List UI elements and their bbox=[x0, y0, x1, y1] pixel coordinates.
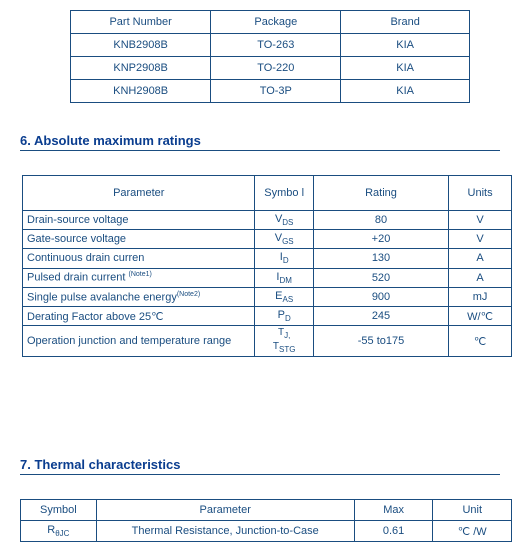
cell: ℃ /W bbox=[433, 521, 512, 542]
param-text: Pulsed drain current bbox=[27, 272, 125, 284]
cell: Pulsed drain current (Note1) bbox=[23, 268, 255, 287]
cell: KIA bbox=[341, 34, 470, 57]
col-header: Part Number bbox=[71, 11, 211, 34]
table-row: KNB2908B TO-263 KIA bbox=[71, 34, 470, 57]
table-row: KNP2908B TO-220 KIA bbox=[71, 57, 470, 80]
table-row: Pulsed drain current (Note1) IDM 520 A bbox=[23, 268, 512, 287]
cell: 130 bbox=[313, 249, 448, 268]
sym-sub: D bbox=[285, 314, 291, 323]
cell: 245 bbox=[313, 306, 448, 325]
cell: EAS bbox=[255, 287, 313, 306]
cell: +20 bbox=[313, 230, 448, 249]
cell: A bbox=[449, 249, 512, 268]
section-number: 7. bbox=[20, 457, 31, 472]
table-row: Operation junction and temperature range… bbox=[23, 326, 512, 357]
cell: KNP2908B bbox=[71, 57, 211, 80]
sym-sub: AS bbox=[283, 295, 294, 304]
cell: Derating Factor above 25℃ bbox=[23, 306, 255, 325]
table-row: Drain-source voltage VDS 80 V bbox=[23, 211, 512, 230]
cell: KIA bbox=[341, 80, 470, 103]
table-row: Continuous drain curren ID 130 A bbox=[23, 249, 512, 268]
col-header: Max bbox=[354, 500, 433, 521]
col-header: Package bbox=[211, 11, 341, 34]
sym-sub: DM bbox=[279, 276, 291, 285]
cell: Drain-source voltage bbox=[23, 211, 255, 230]
cell: A bbox=[449, 268, 512, 287]
table-row: Single pulse avalanche energy(Note2) EAS… bbox=[23, 287, 512, 306]
cell: TJ, TSTG bbox=[255, 326, 313, 357]
cell: 0.61 bbox=[354, 521, 433, 542]
cell: mJ bbox=[449, 287, 512, 306]
table-row: Derating Factor above 25℃ PD 245 W/℃ bbox=[23, 306, 512, 325]
cell: ℃ bbox=[449, 326, 512, 357]
cell: KNB2908B bbox=[71, 34, 211, 57]
cell: -55 to175 bbox=[313, 326, 448, 357]
col-header: Brand bbox=[341, 11, 470, 34]
sym-main: V bbox=[275, 232, 282, 244]
table-row: Symbol Parameter Max Unit bbox=[21, 500, 512, 521]
cell: Continuous drain curren bbox=[23, 249, 255, 268]
section-7-heading: 7. Thermal characteristics bbox=[20, 457, 500, 475]
cell: W/℃ bbox=[449, 306, 512, 325]
param-note: (Note1) bbox=[129, 271, 152, 278]
sym-sub: J, bbox=[284, 331, 290, 340]
thermal-table: Symbol Parameter Max Unit RθJC Thermal R… bbox=[20, 499, 512, 542]
ratings-table: Parameter Symbo l Rating Units Drain-sou… bbox=[22, 175, 512, 357]
col-header: Rating bbox=[313, 176, 448, 211]
cell: TO-3P bbox=[211, 80, 341, 103]
section-6-heading: 6. Absolute maximum ratings bbox=[20, 133, 500, 151]
cell: ID bbox=[255, 249, 313, 268]
param-text: Single pulse avalanche energy bbox=[27, 291, 177, 303]
cell: V bbox=[449, 211, 512, 230]
table-row: Gate-source voltage VGS +20 V bbox=[23, 230, 512, 249]
cell: KIA bbox=[341, 57, 470, 80]
table-row: Part Number Package Brand bbox=[71, 11, 470, 34]
col-header: Unit bbox=[433, 500, 512, 521]
cell: V bbox=[449, 230, 512, 249]
sym-main: P bbox=[278, 309, 285, 321]
sym-sub: D bbox=[283, 257, 289, 266]
cell: 520 bbox=[313, 268, 448, 287]
cell: Operation junction and temperature range bbox=[23, 326, 255, 357]
cell: VGS bbox=[255, 230, 313, 249]
table-row: Parameter Symbo l Rating Units bbox=[23, 176, 512, 211]
cell: TO-263 bbox=[211, 34, 341, 57]
cell: Thermal Resistance, Junction-to-Case bbox=[96, 521, 354, 542]
sym-sub: DS bbox=[282, 218, 293, 227]
col-header: Symbol bbox=[21, 500, 97, 521]
sym-main: R bbox=[47, 524, 55, 536]
sym-sub: STG bbox=[279, 345, 295, 354]
col-header: Symbo l bbox=[255, 176, 313, 211]
cell: Gate-source voltage bbox=[23, 230, 255, 249]
section-number: 6. bbox=[20, 133, 31, 148]
sym-sub: θJC bbox=[55, 529, 69, 538]
cell: IDM bbox=[255, 268, 313, 287]
cell: 900 bbox=[313, 287, 448, 306]
sym-sub: GS bbox=[282, 237, 294, 246]
section-title: Thermal characteristics bbox=[34, 457, 180, 472]
section-title: Absolute maximum ratings bbox=[34, 133, 201, 148]
cell: Single pulse avalanche energy(Note2) bbox=[23, 287, 255, 306]
cell: PD bbox=[255, 306, 313, 325]
cell: VDS bbox=[255, 211, 313, 230]
cell: KNH2908B bbox=[71, 80, 211, 103]
sym-main: E bbox=[275, 290, 282, 302]
table-row: RθJC Thermal Resistance, Junction-to-Cas… bbox=[21, 521, 512, 542]
cell: RθJC bbox=[21, 521, 97, 542]
cell: TO-220 bbox=[211, 57, 341, 80]
parts-table: Part Number Package Brand KNB2908B TO-26… bbox=[70, 10, 470, 103]
cell: 80 bbox=[313, 211, 448, 230]
col-header: Parameter bbox=[96, 500, 354, 521]
table-row: KNH2908B TO-3P KIA bbox=[71, 80, 470, 103]
col-header: Units bbox=[449, 176, 512, 211]
col-header: Parameter bbox=[23, 176, 255, 211]
param-note: (Note2) bbox=[177, 291, 200, 298]
